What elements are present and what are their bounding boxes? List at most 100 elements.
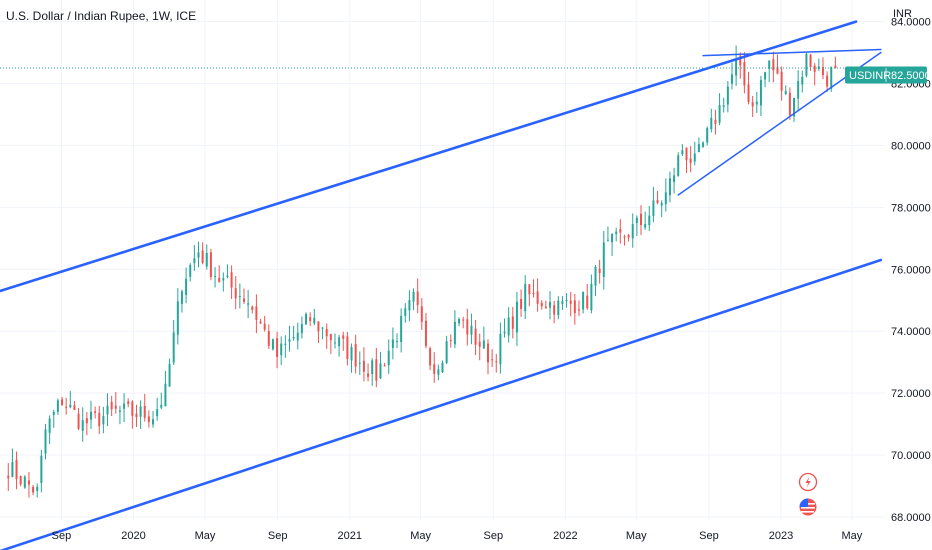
candle (747, 71, 750, 105)
candle (205, 244, 208, 270)
candle (400, 308, 403, 353)
candle (189, 263, 192, 282)
candle (557, 296, 560, 320)
us-flag-icon[interactable] (799, 498, 817, 516)
candle (52, 409, 55, 428)
candle (387, 339, 390, 374)
candle (590, 274, 593, 314)
candle (77, 407, 80, 431)
candle (333, 333, 336, 349)
candle (834, 56, 837, 69)
candle (69, 390, 72, 409)
candle (143, 393, 146, 422)
candle (697, 137, 700, 153)
candle (755, 91, 758, 113)
candle (230, 265, 233, 300)
candle (805, 52, 808, 78)
triangle-upper-trendline[interactable] (702, 48, 882, 57)
candle (267, 324, 270, 350)
x-tick-label: Sep (268, 530, 288, 542)
candle (429, 346, 432, 371)
candle (89, 400, 92, 429)
candle (147, 410, 150, 428)
candle (276, 331, 279, 369)
candle (532, 279, 535, 298)
candle (482, 326, 485, 349)
candle (668, 171, 671, 203)
candle (689, 146, 692, 173)
candle (209, 248, 212, 281)
candle (193, 244, 196, 271)
x-tick-label: May (626, 530, 647, 542)
x-tick-label: Sep (699, 530, 719, 542)
candle (470, 313, 473, 345)
candle (81, 407, 84, 442)
chart-title: U.S. Dollar / Indian Rupee, 1W, ICE (6, 9, 196, 23)
channel-lower-trendline[interactable] (0, 258, 883, 550)
candle (375, 347, 378, 388)
candle (350, 343, 353, 373)
candle (23, 475, 26, 489)
candle (706, 126, 709, 146)
candle (325, 323, 328, 349)
y-tick-label: 72.0000 (891, 388, 931, 400)
candle (449, 334, 452, 348)
candle (565, 293, 568, 308)
candle (408, 290, 411, 322)
candle (131, 400, 134, 429)
candle (222, 272, 225, 292)
candle (693, 141, 696, 166)
y-tick-label: 84.0000 (891, 17, 931, 29)
candle (458, 317, 461, 327)
candle (511, 306, 514, 339)
candle (793, 97, 796, 122)
candle (346, 332, 349, 366)
candle (640, 205, 643, 236)
candle (826, 71, 829, 92)
candle (114, 392, 117, 414)
candle (271, 338, 274, 351)
candle (644, 211, 647, 230)
candle (118, 405, 121, 425)
candle (788, 87, 791, 120)
candle (569, 291, 572, 317)
candle (321, 326, 324, 340)
candle (520, 289, 523, 317)
x-tick-label: 2020 (121, 530, 145, 542)
candle (817, 58, 820, 72)
y-tick-label: 80.0000 (891, 140, 931, 152)
candle (710, 108, 713, 133)
candle (627, 233, 630, 242)
candle (631, 213, 634, 248)
x-tick-label: 2022 (553, 530, 577, 542)
candle (648, 205, 651, 232)
candle (759, 75, 762, 117)
candle (714, 109, 717, 135)
x-axis[interactable]: Sep 2020 May Sep 2021 May Sep 2022 May Sep 2023 May (52, 530, 863, 542)
candle (61, 397, 64, 407)
candle (813, 63, 816, 86)
candle (598, 259, 601, 284)
candle (453, 310, 456, 349)
candle (751, 95, 754, 118)
candle (573, 293, 576, 325)
candle (396, 333, 399, 349)
candle (615, 227, 618, 242)
candle (197, 241, 200, 268)
candle (234, 276, 237, 310)
y-axis[interactable]: 84.000082.000080.000078.000076.000074.00… (891, 17, 931, 524)
candle (7, 463, 10, 492)
candle (677, 152, 680, 177)
candle (102, 406, 105, 434)
candle (462, 316, 465, 329)
channel-upper-trendline[interactable] (0, 20, 858, 293)
lightning-icon[interactable] (798, 472, 818, 492)
candle (780, 66, 783, 101)
x-tick-label: Sep (484, 530, 504, 542)
candle (342, 331, 345, 351)
candle (602, 230, 605, 290)
candle (623, 234, 626, 246)
symbol-price-label: USDINR 82.5000 (845, 66, 931, 84)
